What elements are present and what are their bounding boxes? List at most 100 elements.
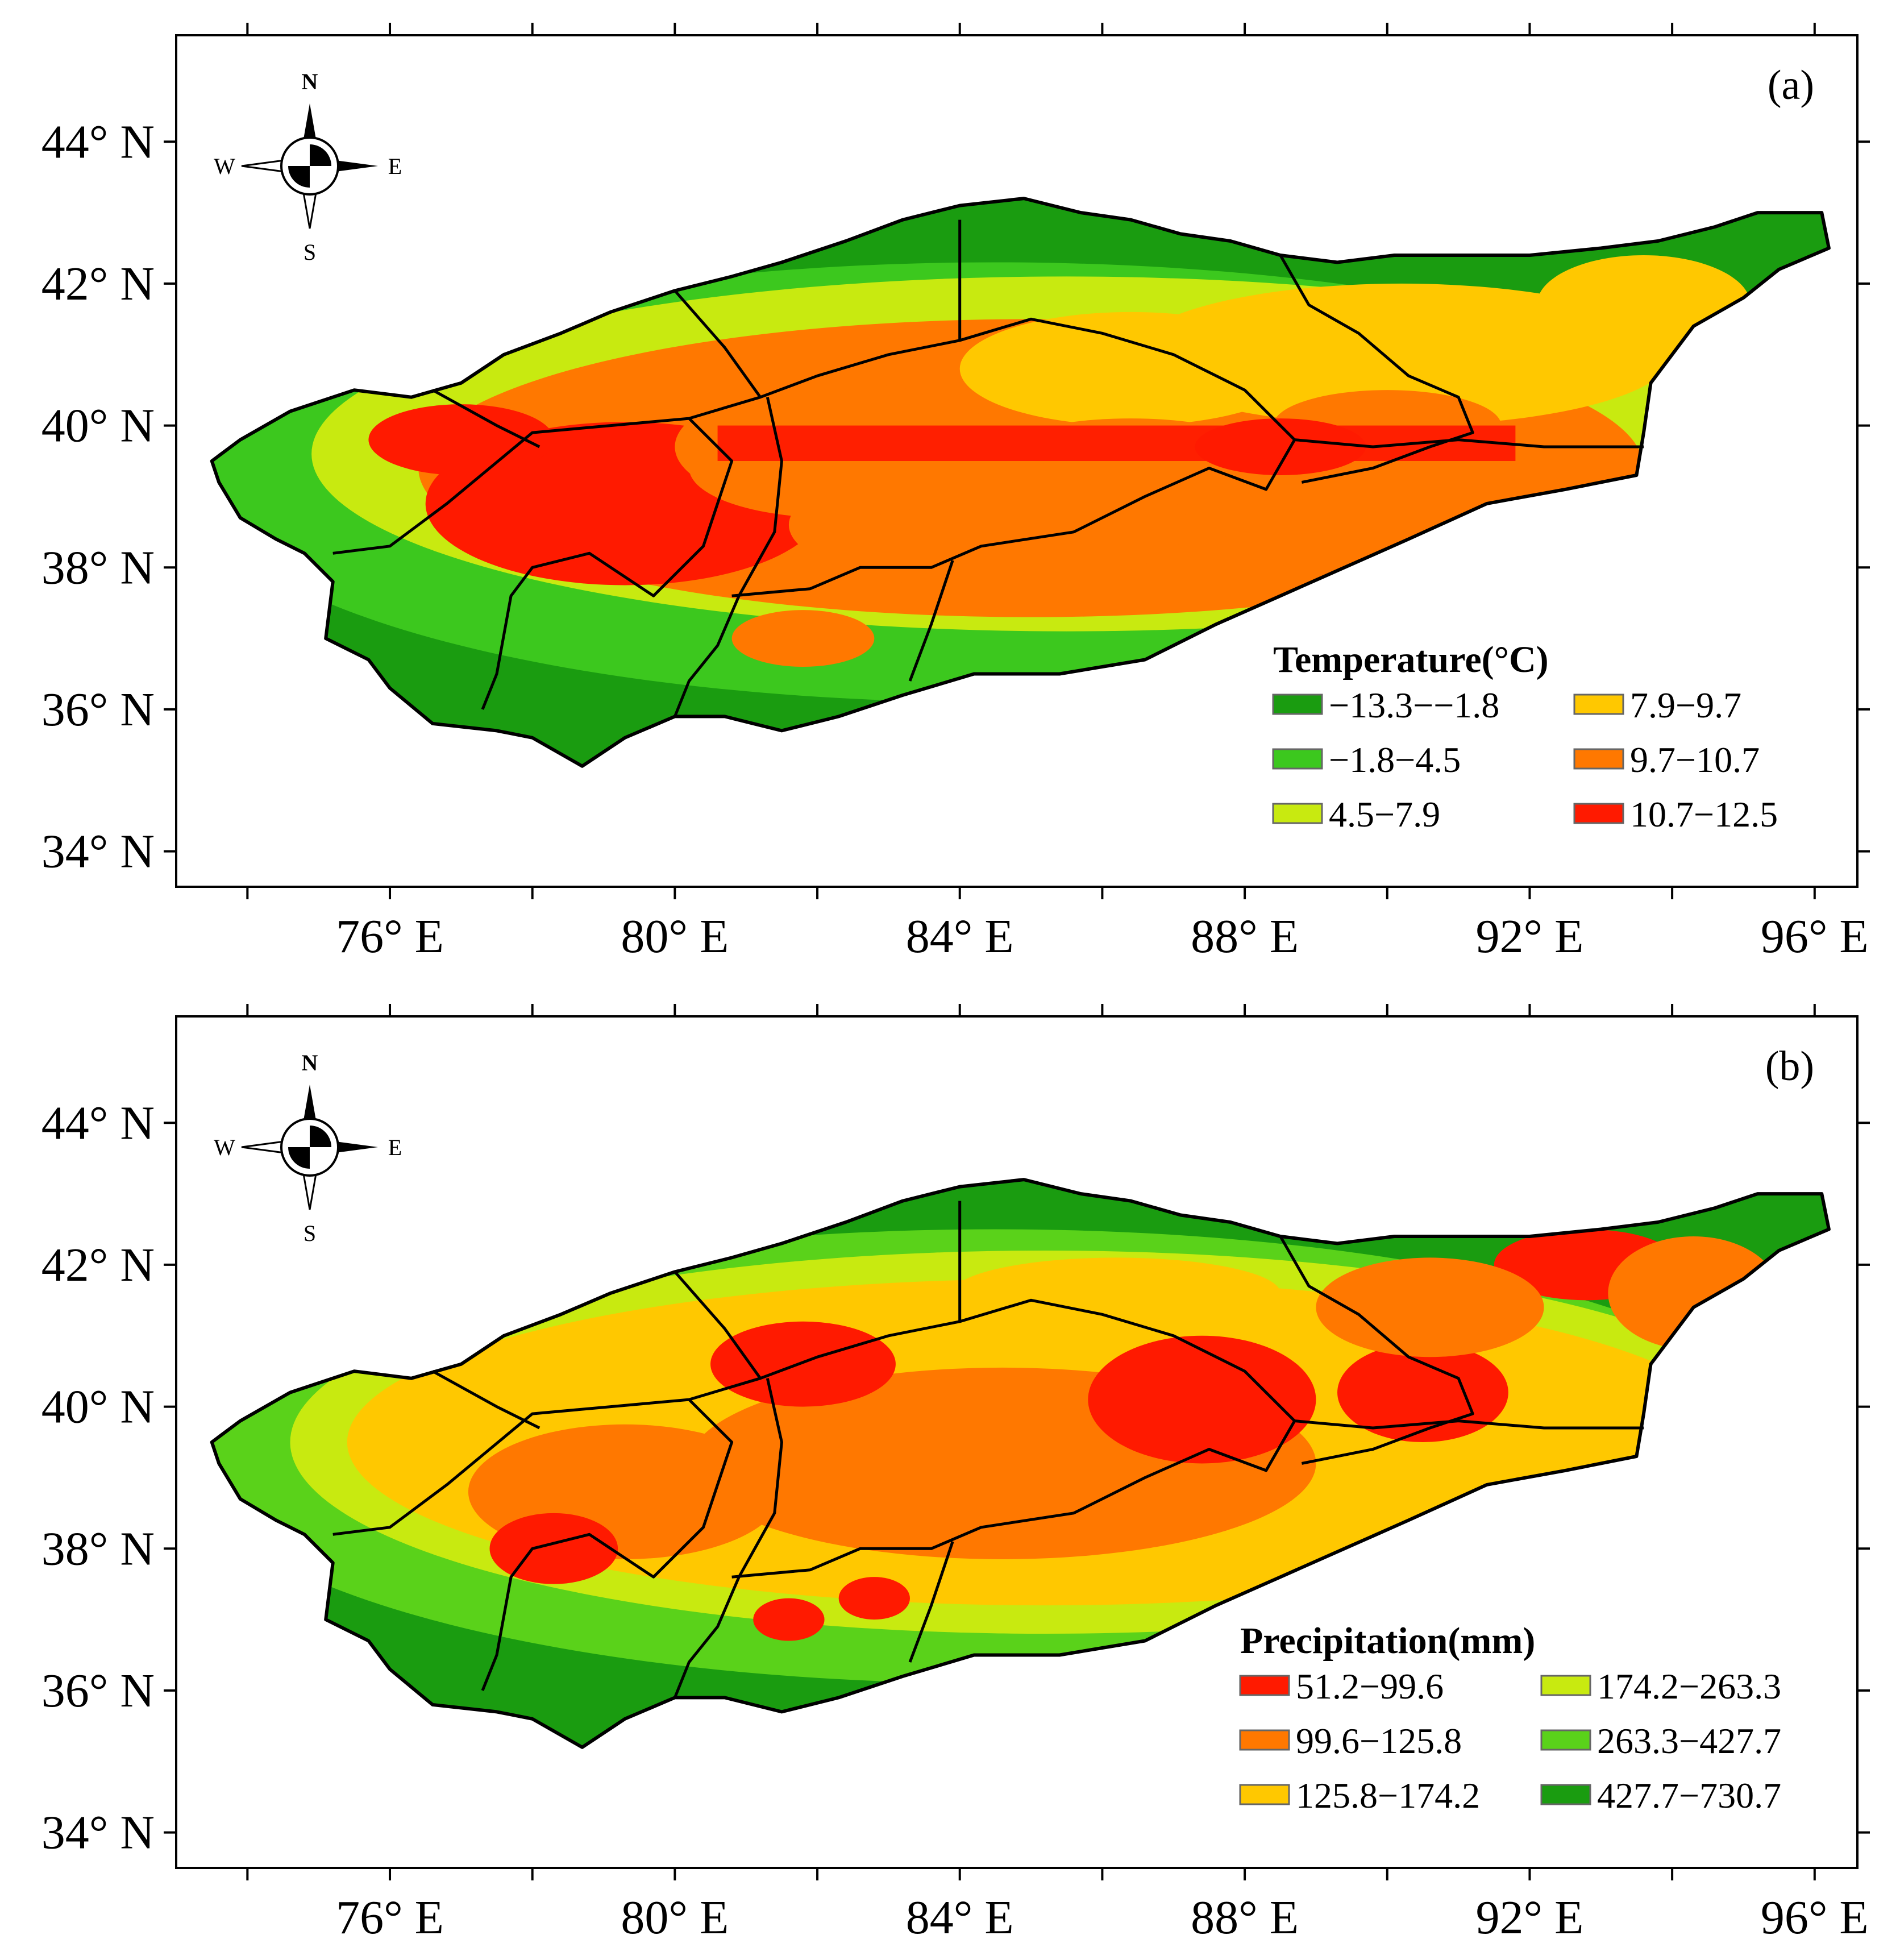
map-panel-a: 44° N 42° N 40° N 38° N 36° N 34° N 76° E 80° E… <box>41 23 1870 963</box>
subregion-boundary <box>332 396 761 555</box>
legend-swatch <box>1272 748 1323 770</box>
legend-swatch <box>1540 1675 1591 1696</box>
lon-label: 84° E <box>906 910 1014 963</box>
lon-label: 84° E <box>906 1891 1014 1944</box>
panel-label: (a) <box>1768 62 1814 109</box>
class-patch <box>953 1257 1280 1329</box>
lon-label: 76° E <box>336 1891 444 1944</box>
lon-label: 76° E <box>336 910 444 963</box>
legend-label: 51.2−99.6 <box>1296 1666 1444 1706</box>
class-patch <box>1316 1257 1544 1357</box>
legend-swatch <box>1573 694 1624 715</box>
lat-label: 34° N <box>41 1807 155 1859</box>
compass-east-arrow-icon <box>327 159 378 173</box>
lat-label: 42° N <box>41 258 155 310</box>
legend-label: 125.8−174.2 <box>1296 1775 1480 1816</box>
class-patch <box>1130 283 1673 426</box>
lat-label: 44° N <box>41 115 155 168</box>
basin-outline <box>210 197 1831 768</box>
legend-label: 10.7−12.5 <box>1630 794 1778 834</box>
compass-label-s: S <box>303 239 316 265</box>
subregion-boundary <box>481 417 734 710</box>
lat-label: 38° N <box>41 1522 155 1575</box>
class-patch <box>368 404 554 475</box>
lat-label: 38° N <box>41 541 155 594</box>
subregion-boundary <box>481 1398 734 1691</box>
subregion-boundary <box>673 289 1296 597</box>
legend-label: 99.6−125.8 <box>1296 1721 1462 1761</box>
lon-label: 80° E <box>621 1891 729 1944</box>
compass-east-arrow-icon <box>327 1140 378 1154</box>
legend-swatch <box>1272 694 1323 715</box>
subregion-boundary <box>908 1541 954 1663</box>
lon-label: 92° E <box>1475 1891 1583 1944</box>
legend-swatch <box>1540 1729 1591 1751</box>
legend-swatch <box>1239 1784 1290 1805</box>
class-band <box>717 425 1516 461</box>
lat-label: 34° N <box>41 825 155 878</box>
class-patch <box>753 1598 825 1641</box>
legend: Precipitation(mm)51.2−99.6 99.6−125.8 125.… <box>1239 1620 1781 1816</box>
lon-label: 80° E <box>621 910 729 963</box>
compass-label-w: W <box>214 1135 235 1160</box>
subregion-boundary <box>1279 254 1474 484</box>
lat-label: 44° N <box>41 1097 155 1149</box>
compass-label-w: W <box>214 153 235 179</box>
legend-label: 263.3−427.7 <box>1597 1721 1781 1761</box>
map-panel-b: 44° N 42° N 40° N 38° N 36° N 34° N 76° E 80° E… <box>41 1004 1870 1944</box>
subregion-boundary <box>1294 438 1644 449</box>
lat-label: 42° N <box>41 1239 155 1292</box>
lon-label: 88° E <box>1191 1891 1299 1944</box>
class-patch <box>489 1513 618 1584</box>
raster-fill <box>211 198 1829 766</box>
basin-outline <box>210 1178 1831 1749</box>
compass-rose: N S E W <box>214 1050 402 1246</box>
lon-label: 92° E <box>1475 910 1583 963</box>
legend-label: 427.7−730.7 <box>1597 1775 1781 1816</box>
compass-label-n: N <box>302 69 318 94</box>
lat-label: 40° N <box>41 1381 155 1434</box>
legend-swatch <box>1573 803 1624 824</box>
compass-quadrant <box>310 144 331 166</box>
legend-label: 7.9−9.7 <box>1630 685 1741 725</box>
legend-swatch <box>1239 1729 1290 1751</box>
compass-rose: N S E W <box>214 69 402 265</box>
class-patch <box>838 1577 910 1620</box>
compass-quadrant <box>310 1126 331 1147</box>
legend-swatch <box>1272 803 1323 824</box>
legend-label: 4.5−7.9 <box>1329 794 1440 834</box>
lon-label: 96° E <box>1761 910 1869 963</box>
legend-title: Temperature(°C) <box>1273 639 1549 680</box>
legend-label: −13.3−−1.8 <box>1329 685 1499 725</box>
legend-title: Precipitation(mm) <box>1240 1620 1535 1662</box>
subregion-boundary <box>908 560 954 682</box>
subregion-boundary <box>673 1270 1296 1579</box>
compass-label-e: E <box>388 153 402 179</box>
legend-swatch <box>1540 1784 1591 1805</box>
legend-label: 174.2−263.3 <box>1597 1666 1781 1706</box>
lat-label: 40° N <box>41 400 155 452</box>
legend: Temperature(°C) −13.3−−1.8 −1.8−4.5 4.5−7.9… <box>1272 639 1778 834</box>
class-patch <box>731 610 875 667</box>
lon-label: 96° E <box>1761 1891 1869 1944</box>
legend-swatch <box>1239 1675 1290 1696</box>
panel-label: (b) <box>1765 1043 1814 1090</box>
subregion-boundary <box>1279 1235 1474 1465</box>
legend-label: 9.7−10.7 <box>1630 740 1760 780</box>
compass-label-n: N <box>302 1050 318 1075</box>
subregion-boundary <box>431 1370 541 1430</box>
lon-label: 88° E <box>1191 910 1299 963</box>
class-patch <box>1088 1335 1316 1464</box>
subregion-boundary <box>431 389 541 449</box>
subregion-boundary <box>673 1378 783 1699</box>
compass-quadrant <box>288 166 310 188</box>
subregion-boundary <box>673 397 783 717</box>
subregion-boundary <box>332 1377 761 1536</box>
lat-label: 36° N <box>41 1664 155 1717</box>
subregion-boundary <box>1294 1419 1644 1430</box>
raster-fill <box>211 1180 1829 1747</box>
legend-swatch <box>1573 748 1624 770</box>
class-patch <box>710 1321 896 1407</box>
compass-label-s: S <box>303 1220 316 1246</box>
